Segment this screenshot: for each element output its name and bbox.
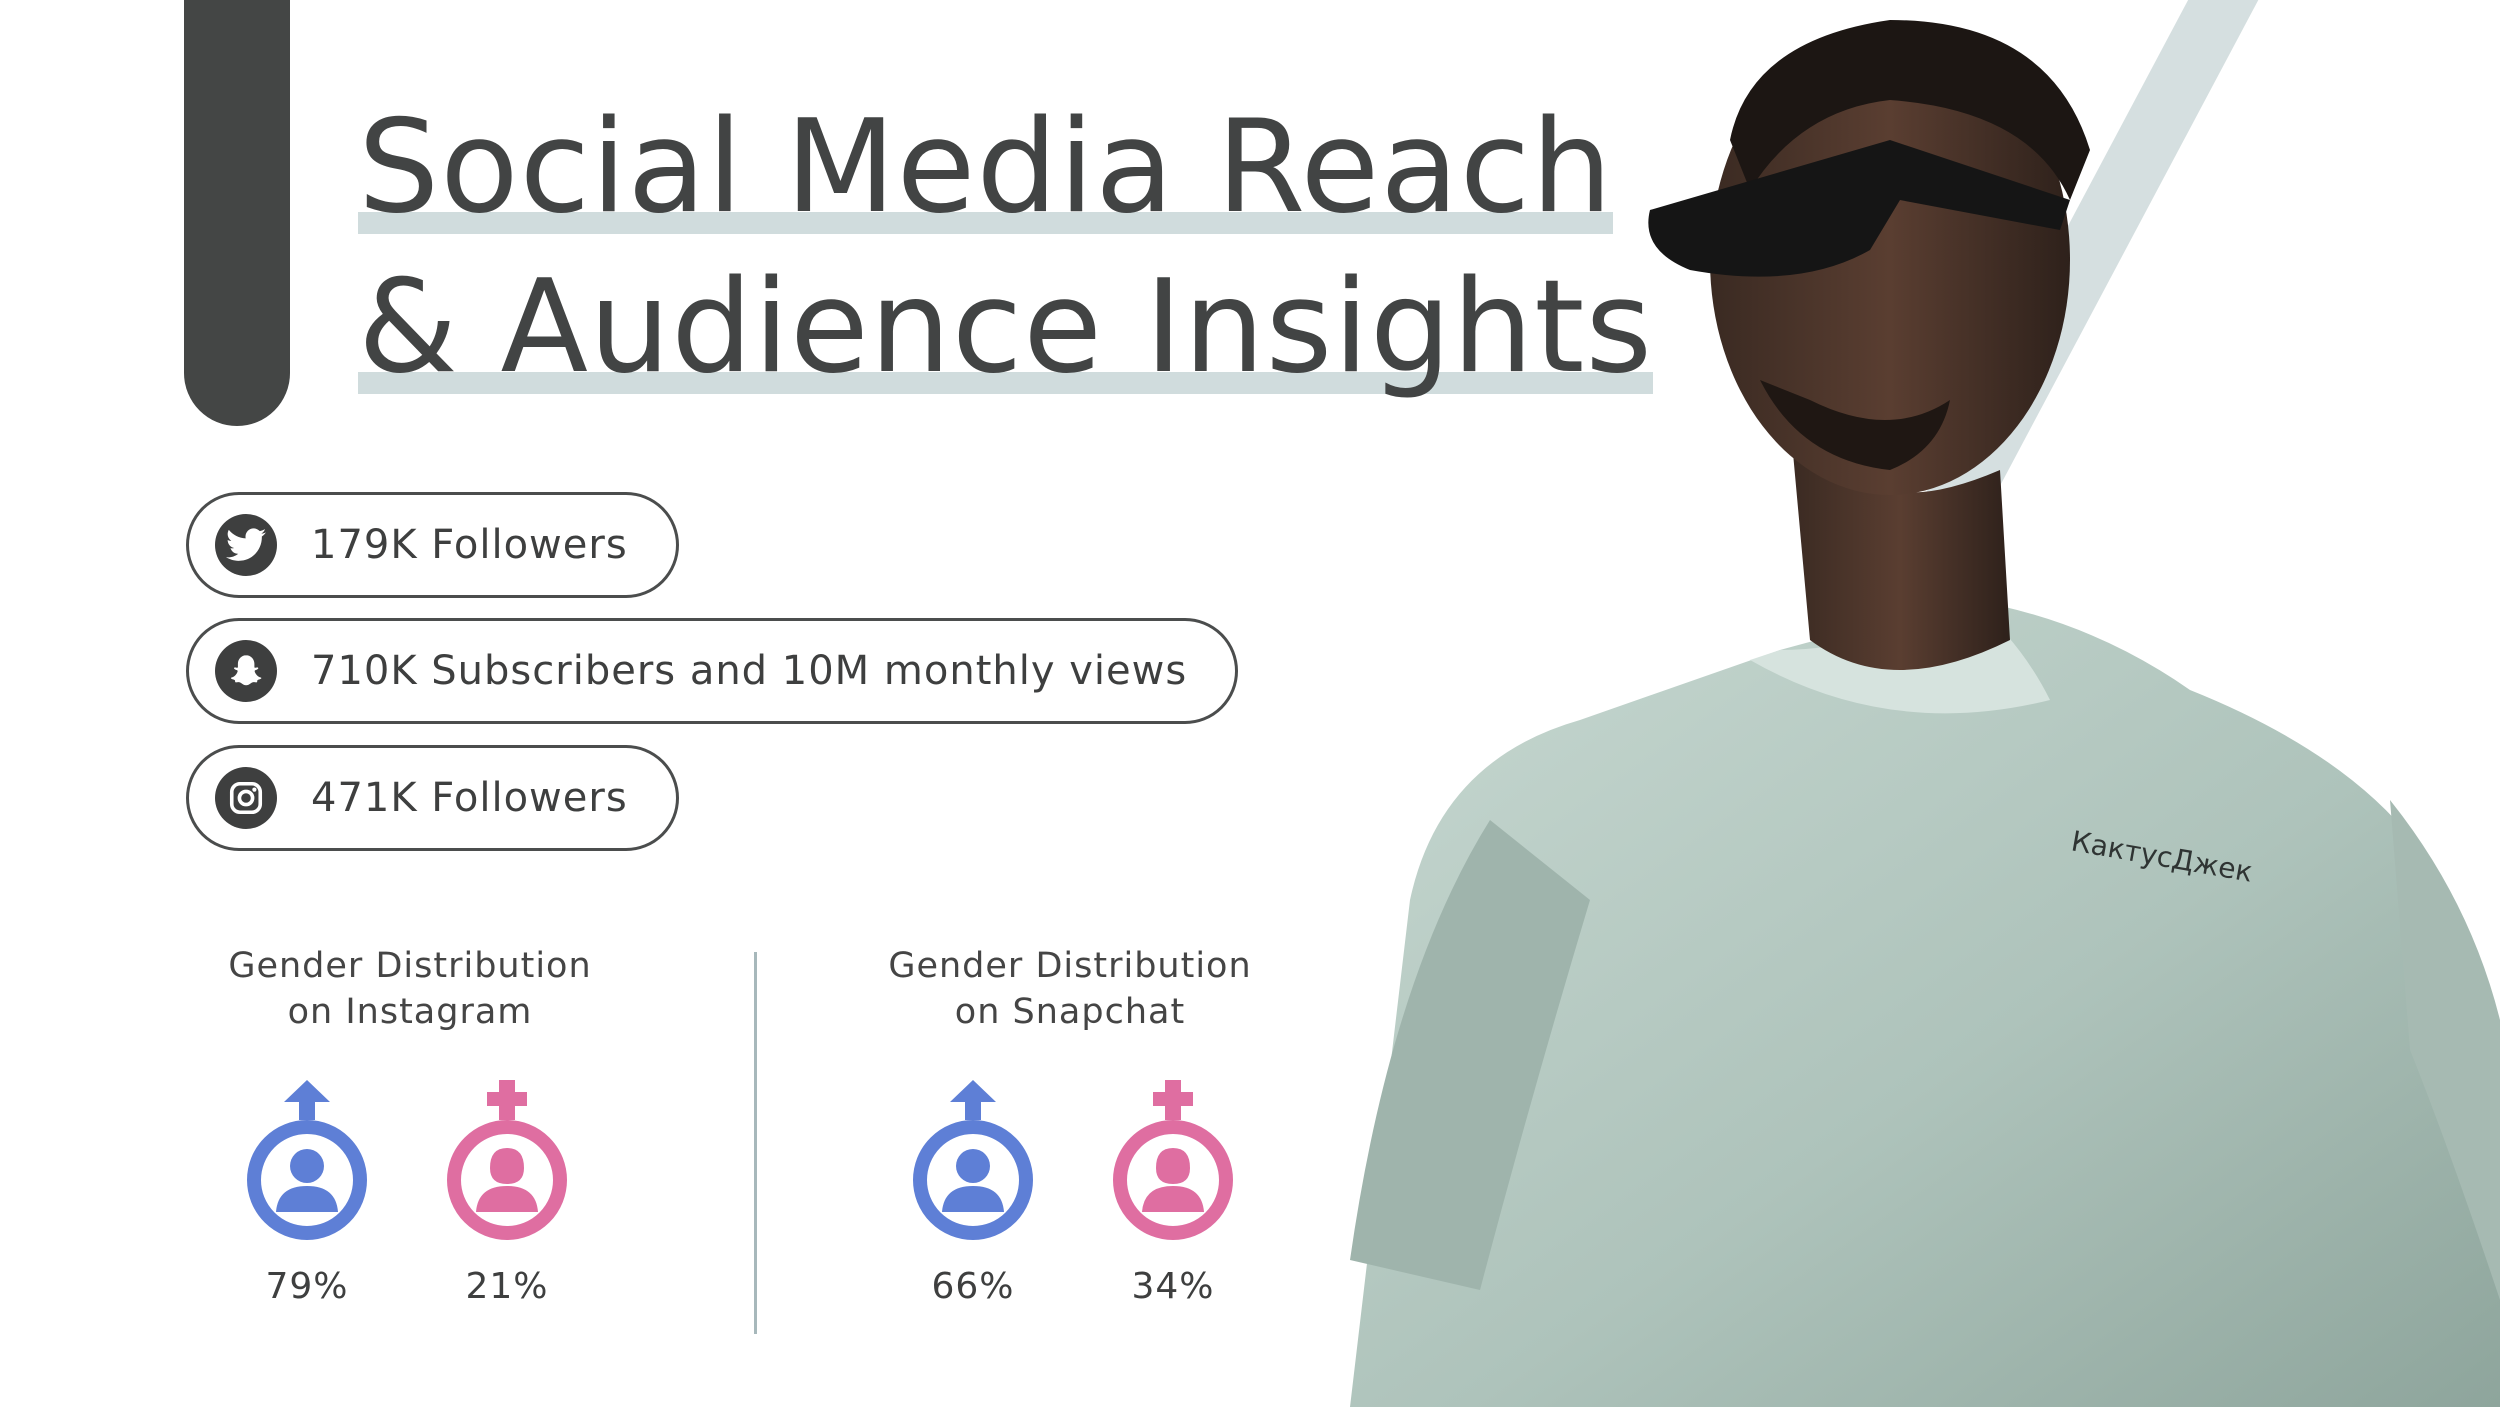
male-icon xyxy=(244,1080,370,1240)
snapchat-stat-pill: 710K Subscribers and 10M monthly views xyxy=(186,618,1239,724)
twitter-stat-text: 179K Followers xyxy=(311,522,628,568)
title-line-1: Social Media Reach xyxy=(358,88,1614,248)
snapchat-distribution-title-line1: Gender Distribution xyxy=(888,946,1252,986)
instagram-stat-pill: 471K Followers xyxy=(186,745,679,851)
instagram-distribution-title-line1: Gender Distribution xyxy=(228,946,592,986)
male-icon xyxy=(910,1080,1036,1240)
twitter-icon xyxy=(215,514,277,576)
instagram-icon xyxy=(215,767,277,829)
snapchat-female-percentage: 34% xyxy=(1131,1266,1215,1307)
instagram-distribution-title-line2: on Instagram xyxy=(287,992,533,1032)
female-icon xyxy=(1110,1080,1236,1240)
instagram-stat-text: 471K Followers xyxy=(311,775,628,821)
instagram-distribution-title: Gender Distribution on Instagram xyxy=(180,943,640,1035)
title-line-2: & Audience Insights xyxy=(358,248,1654,408)
page-title: Social Media Reach & Audience Insights xyxy=(358,88,1658,408)
section-divider xyxy=(754,952,757,1334)
model-photo: КактусДжек xyxy=(1350,20,2500,1407)
accent-bar xyxy=(184,0,290,426)
snapchat-distribution-title-line2: on Snapchat xyxy=(954,992,1186,1032)
twitter-stat-pill: 179K Followers xyxy=(186,492,679,598)
female-icon xyxy=(444,1080,570,1240)
instagram-male-percentage: 79% xyxy=(265,1266,349,1307)
instagram-female-percentage: 21% xyxy=(465,1266,549,1307)
snapchat-distribution-title: Gender Distribution on Snapchat xyxy=(840,943,1300,1035)
snapchat-stat-text: 710K Subscribers and 10M monthly views xyxy=(311,648,1188,694)
snapchat-male-percentage: 66% xyxy=(931,1266,1015,1307)
snapchat-icon xyxy=(215,640,277,702)
